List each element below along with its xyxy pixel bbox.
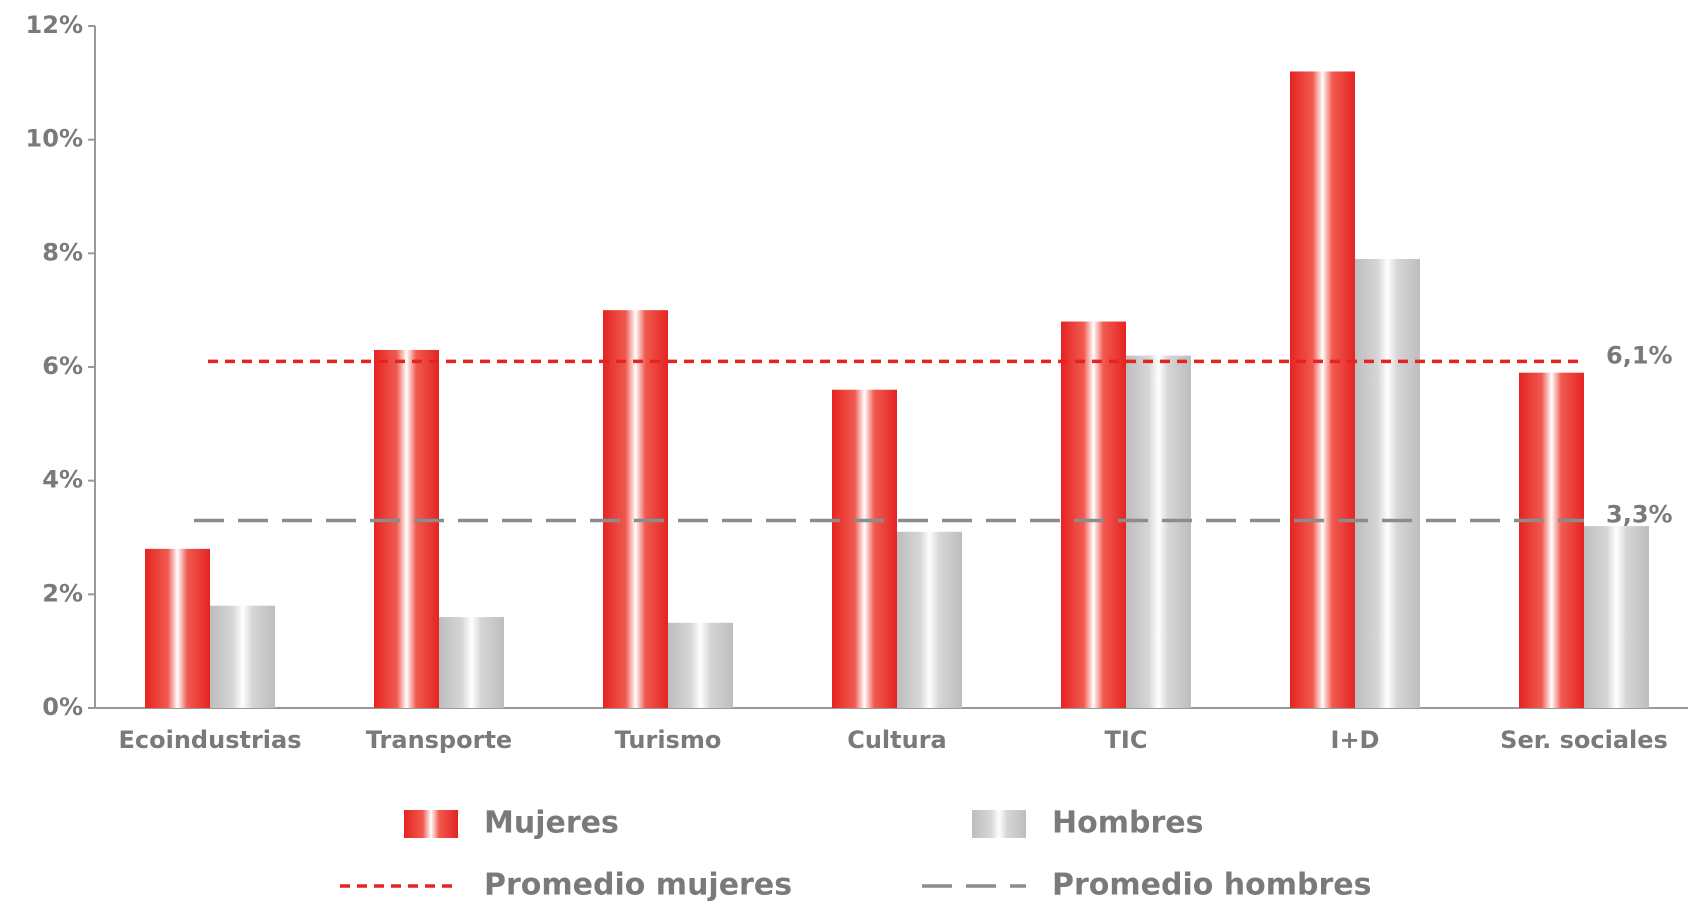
y-tick-label: 6% xyxy=(42,352,83,380)
legend-swatch xyxy=(404,810,458,838)
bar xyxy=(1584,526,1649,708)
legend-label: Hombres xyxy=(1052,806,1203,841)
legend-label: Mujeres xyxy=(484,806,619,841)
legend-swatch xyxy=(972,810,1026,838)
x-tick-label: Cultura xyxy=(847,726,947,754)
bar xyxy=(439,617,504,708)
y-tick-label: 2% xyxy=(42,579,83,607)
average-label: 6,1% xyxy=(1606,341,1673,369)
x-tick-label: Turismo xyxy=(615,726,722,754)
legend-label: Promedio hombres xyxy=(1052,868,1372,902)
x-tick-label: Ser. sociales xyxy=(1500,726,1668,754)
x-tick-label: Ecoindustrias xyxy=(119,726,302,754)
x-tick-label: I+D xyxy=(1331,726,1380,754)
bar xyxy=(1290,71,1355,708)
bar xyxy=(145,548,210,708)
y-tick-label: 8% xyxy=(42,238,83,266)
y-tick-label: 12% xyxy=(26,11,83,39)
x-tick-label: TIC xyxy=(1105,726,1148,754)
bar xyxy=(1355,259,1420,708)
y-tick-label: 0% xyxy=(42,693,83,721)
y-tick-label: 10% xyxy=(26,125,83,153)
bar xyxy=(210,605,275,708)
bar xyxy=(832,389,897,708)
y-tick-label: 4% xyxy=(42,466,83,494)
bar xyxy=(897,531,962,708)
legend-label: Promedio mujeres xyxy=(484,868,792,902)
bar xyxy=(1519,372,1584,708)
bar xyxy=(1061,321,1126,708)
bar xyxy=(374,349,439,708)
average-label: 3,3% xyxy=(1606,500,1673,528)
bar xyxy=(668,622,733,708)
bar xyxy=(1126,355,1191,708)
x-tick-label: Transporte xyxy=(366,726,512,754)
bar xyxy=(603,310,668,708)
